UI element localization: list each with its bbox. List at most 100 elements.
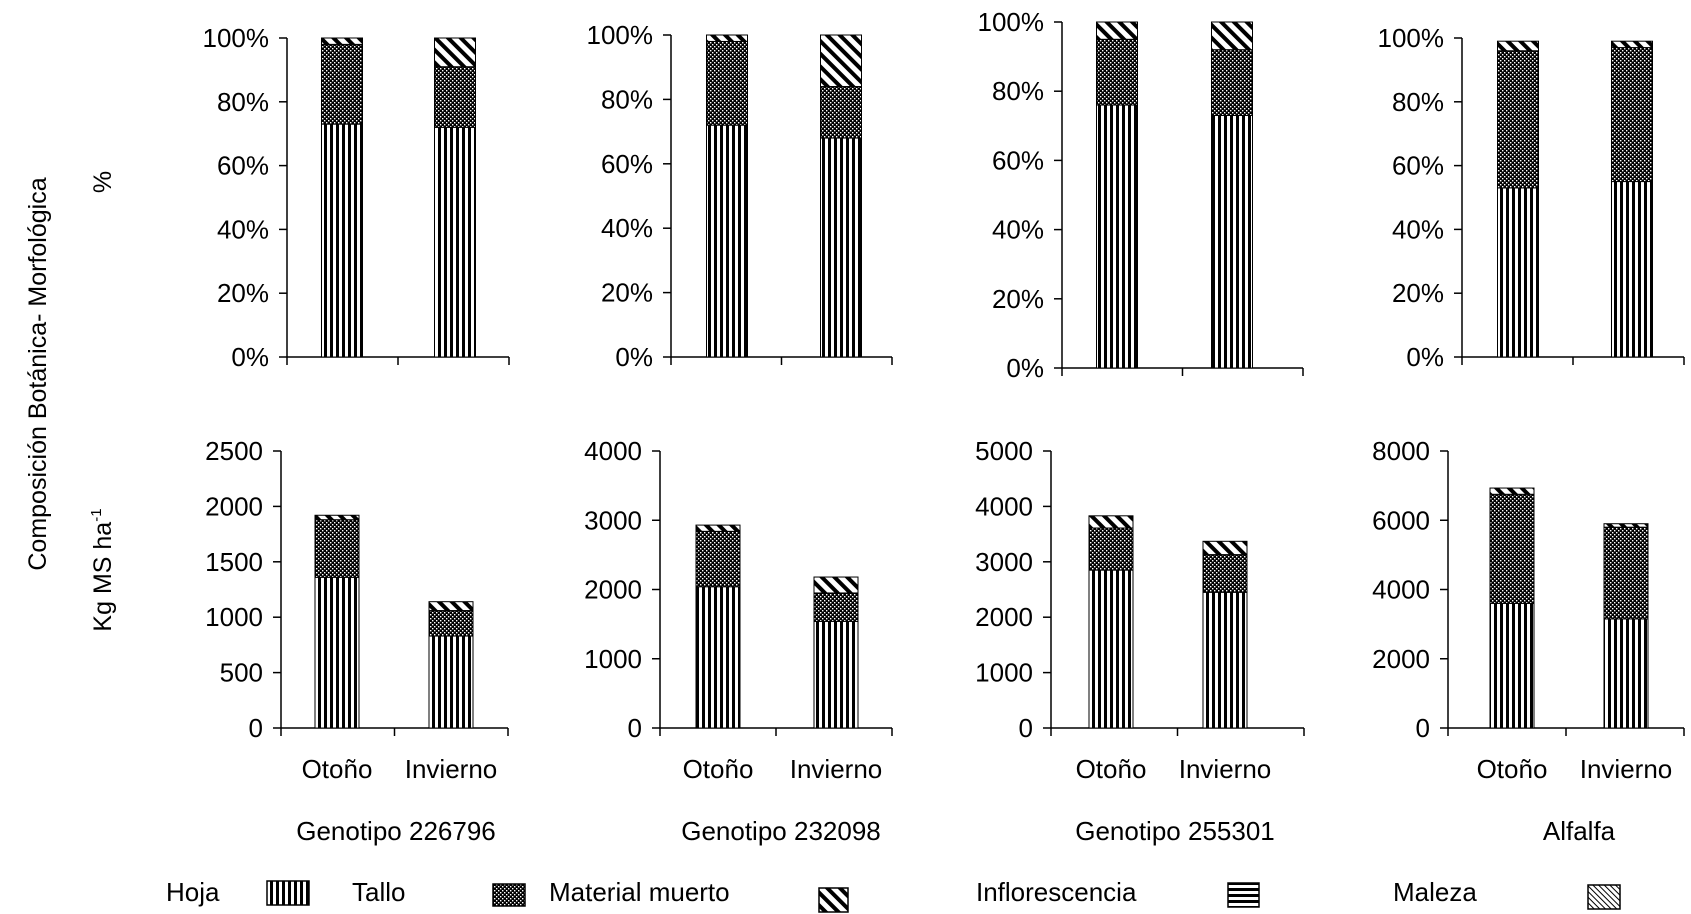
bar-hoja-otono [314, 576, 360, 729]
x-category-label-invierno: Invierno [1179, 754, 1272, 784]
legend-swatch-hoja [266, 880, 310, 906]
y-tick-label: 3000 [584, 505, 642, 535]
kg-y-axis-label: Kg MS ha-1 [88, 508, 117, 631]
y-tick-label: 2000 [1372, 644, 1430, 674]
bar-hoja-invierno [820, 137, 862, 358]
legend: Hoja Tallo Material muerto Inflorescenci… [166, 877, 1621, 913]
bar-material-muerto-otono [314, 514, 360, 521]
bar-hoja-invierno [1611, 181, 1653, 358]
bar-tallo-invierno [1211, 49, 1253, 116]
x-category-label-otono: Otoño [1076, 754, 1147, 784]
y-tick-label: 8000 [1372, 436, 1430, 466]
y-tick-label: 40% [601, 213, 653, 243]
panel-percent-genotipo-255301: 0% 20% 40% 60% 80% 100% [978, 7, 1304, 383]
y-tick-label: 2500 [205, 436, 263, 466]
bar-material-muerto-invierno [1611, 40, 1653, 49]
y-tick-label: 0% [1406, 342, 1444, 372]
bar-material-muerto-invierno [1202, 540, 1248, 556]
legend-swatch-maleza [1587, 884, 1621, 910]
x-category-label-otono: Otoño [1477, 754, 1548, 784]
y-tick-label: 80% [992, 76, 1044, 106]
x-category-label-invierno: Invierno [790, 754, 883, 784]
main-y-axis-label: Composición Botánica- Morfológica [24, 177, 52, 570]
x-category-label-otono: Otoño [302, 754, 373, 784]
bar-hoja-invierno [1603, 618, 1649, 729]
legend-label-material-muerto: Material muerto [549, 877, 730, 907]
y-tick-label: 4000 [975, 491, 1033, 521]
bar-material-muerto-invierno [813, 576, 859, 594]
bar-material-muerto-invierno [428, 601, 474, 612]
bar-tallo-otono [1489, 493, 1535, 604]
y-tick-label: 500 [220, 658, 263, 688]
x-category-label-invierno: Invierno [405, 754, 498, 784]
bar-tallo-otono [321, 43, 363, 125]
group-label-genotipo-232098: Genotipo 232098 [681, 816, 881, 846]
bar-tallo-invierno [1611, 47, 1653, 183]
bar-tallo-invierno [428, 610, 474, 637]
y-tick-label: 2000 [205, 491, 263, 521]
legend-swatch-material-muerto [818, 887, 849, 913]
y-tick-label: 0% [1006, 353, 1044, 383]
y-tick-label: 4000 [1372, 575, 1430, 605]
percent-y-axis-label: % [89, 171, 117, 193]
y-tick-label: 40% [1392, 214, 1444, 244]
y-tick-label: 100% [587, 20, 654, 50]
y-tick-label: 6000 [1372, 505, 1430, 535]
y-tick-label: 0% [231, 342, 269, 372]
bar-tallo-invierno [813, 592, 859, 622]
bar-material-muerto-otono [321, 37, 363, 45]
bar-hoja-invierno [428, 635, 474, 729]
bar-hoja-otono [695, 586, 741, 729]
y-tick-label: 0% [615, 342, 653, 372]
y-tick-label: 60% [217, 151, 269, 181]
panel-percent-genotipo-232098: 0% 20% 40% 60% 80% 100% [587, 20, 893, 372]
bar-tallo-invierno [1202, 554, 1248, 593]
bar-material-muerto-invierno [1603, 523, 1649, 528]
y-tick-label: 80% [1392, 87, 1444, 117]
bar-material-muerto-otono [1497, 40, 1539, 52]
group-label-alfalfa: Alfalfa [1543, 816, 1616, 846]
y-tick-label: 80% [217, 87, 269, 117]
bar-tallo-otono [1096, 38, 1138, 106]
y-tick-label: 1500 [205, 547, 263, 577]
bar-hoja-invierno [813, 620, 859, 729]
y-tick-label: 0 [1416, 713, 1430, 743]
y-tick-label: 60% [992, 145, 1044, 175]
bar-tallo-otono [706, 40, 748, 126]
y-tick-label: 20% [217, 278, 269, 308]
y-tick-label: 100% [203, 23, 270, 53]
y-tick-label: 100% [978, 7, 1045, 37]
bar-material-muerto-invierno [434, 37, 476, 68]
bar-hoja-otono [1497, 187, 1539, 358]
y-tick-label: 40% [217, 214, 269, 244]
y-tick-label: 0 [1019, 713, 1033, 743]
bar-tallo-invierno [434, 66, 476, 128]
bar-tallo-otono [314, 519, 360, 578]
panel-kg-genotipo-232098: 0 1000 2000 3000 4000 Otoño Invierno [584, 436, 893, 784]
y-tick-label: 1000 [205, 602, 263, 632]
legend-label-inflorescencia: Inflorescencia [976, 877, 1137, 907]
bar-hoja-otono [1489, 602, 1535, 729]
bar-tallo-invierno [820, 86, 862, 139]
panel-kg-genotipo-226796: 0 500 1000 1500 2000 2500 Otoño Invierno [205, 436, 509, 784]
bar-hoja-otono [1088, 569, 1134, 729]
bar-hoja-otono [321, 123, 363, 358]
bar-tallo-otono [695, 530, 741, 588]
bar-tallo-otono [1088, 527, 1134, 571]
bar-hoja-otono [1096, 104, 1138, 369]
legend-swatch-tallo [492, 883, 526, 907]
bar-material-muerto-invierno [1211, 21, 1253, 51]
y-tick-label: 5000 [975, 436, 1033, 466]
legend-label-tallo: Tallo [352, 877, 405, 907]
y-tick-label: 4000 [584, 436, 642, 466]
bar-tallo-otono [1497, 50, 1539, 189]
bar-material-muerto-otono [1088, 515, 1134, 529]
bar-material-muerto-otono [1096, 21, 1138, 40]
group-label-genotipo-255301: Genotipo 255301 [1075, 816, 1275, 846]
bar-hoja-invierno [434, 126, 476, 358]
y-tick-label: 80% [601, 84, 653, 114]
legend-label-hoja: Hoja [166, 877, 220, 907]
panel-percent-alfalfa: 0% 20% 40% 60% 80% 100% [1378, 23, 1685, 372]
bar-material-muerto-otono [706, 34, 748, 42]
